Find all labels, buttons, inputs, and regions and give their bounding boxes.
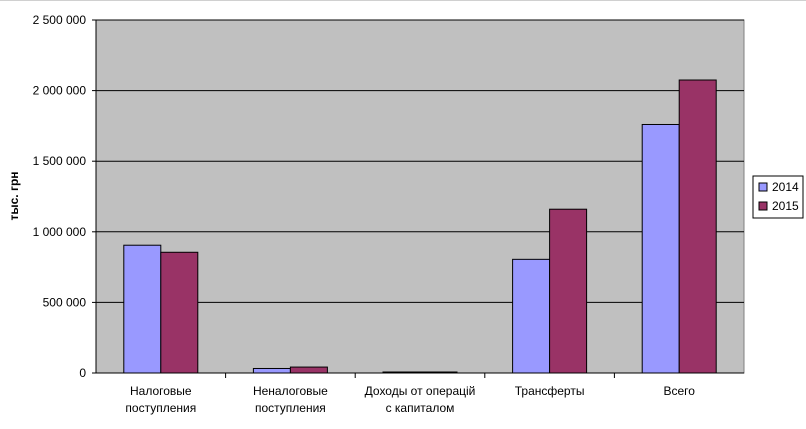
bar-2014 [252,367,291,374]
x-category-label: Всего [663,384,695,398]
y-tick-label: 2 500 000 [33,13,87,27]
top-border [0,0,806,1]
legend-swatch-2014 [758,182,768,192]
x-category-label: Трансферты [515,384,585,398]
y-tick-label: 1 500 000 [33,154,87,168]
x-category-label: поступления [125,401,196,415]
legend-label-2015: 2015 [772,199,799,213]
bar-2014 [123,244,162,374]
y-tick-label: 500 000 [43,295,87,309]
bars [123,79,717,374]
y-axis-label: тыс. грн [7,171,21,220]
bar-2015 [289,366,328,374]
legend-swatch-2015 [758,201,768,211]
x-category-label: Налоговые [130,384,192,398]
bar-2014 [641,123,680,374]
y-axis: 0 500 000 1 000 000 1 500 000 2 000 000 2 500… [33,13,744,380]
bar-2015 [549,208,588,374]
plot-area [95,19,745,374]
bar-2015 [160,251,199,374]
y-tick-label: 2 000 000 [33,84,87,98]
x-category-label: с капиталом [386,401,455,415]
bar-2015 [678,79,717,374]
y-tick-label: 1 000 000 [33,225,87,239]
bar-2015 [419,371,458,374]
bar-2014 [512,258,551,374]
gridlines [96,19,744,303]
x-category-label: поступления [255,401,326,415]
legend: 2014 2015 [752,175,804,219]
y-tick-label: 0 [79,366,86,380]
x-category-label: Неналоговые [253,384,328,398]
legend-label-2014: 2014 [772,180,799,194]
bar-2014 [382,371,421,374]
x-category-label: Доходы от операцій [365,384,476,398]
x-axis-labels: Налоговые поступления Неналоговые поступлен… [125,384,695,415]
